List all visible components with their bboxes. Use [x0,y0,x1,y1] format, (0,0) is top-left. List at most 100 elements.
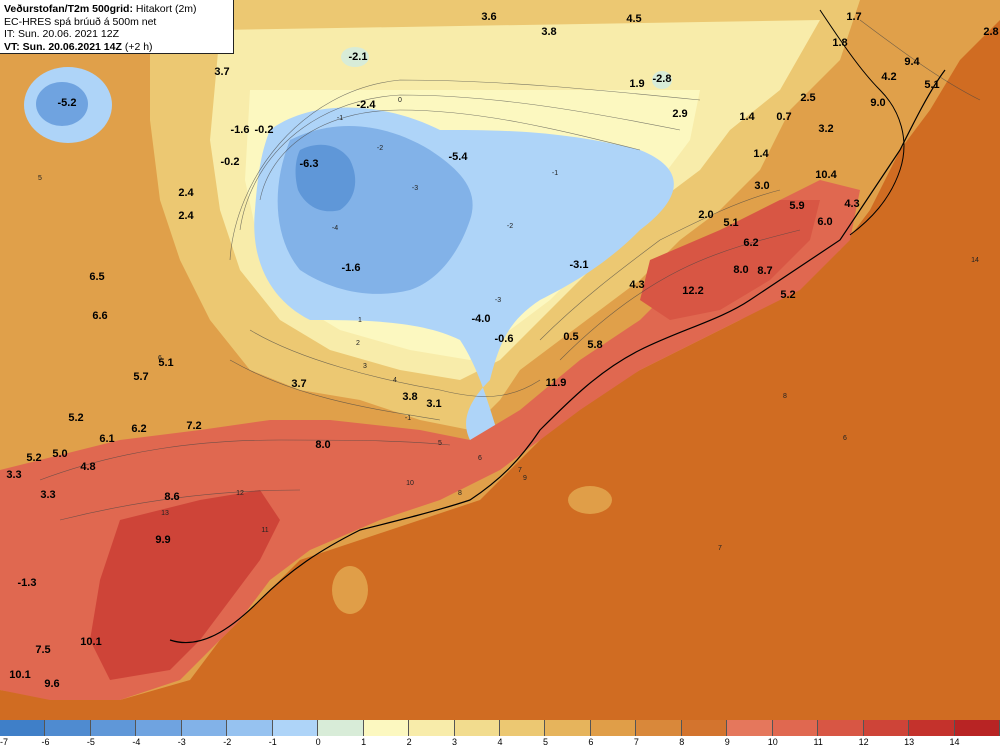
contour-label: -2 [507,223,513,230]
station-value-label: 3.8 [541,26,556,38]
colorbar-tick-label: 3 [452,737,458,747]
sea-cool-patch-2 [568,486,612,514]
station-value-label: -2.4 [357,99,377,111]
coastline [169,69,946,644]
colorbar-tick-label: 6 [588,737,594,747]
colorbar-tick-label: -1 [268,737,277,747]
title-rest: Hitakort (2m) [135,3,197,15]
station-value-label: 3.3 [40,489,55,501]
station-value-label: 1.4 [753,148,769,160]
map-canvas: -5.2 3.7 -2.1 3.6 3.8 4.5 1.7 1.8 2.8 9.4 4.2 5.1 1.… [0,0,1000,700]
station-value-label: 11.9 [546,377,567,389]
cold-spot-nw-core [36,82,88,126]
station-value-label: 10.4 [815,169,837,181]
colorbar-swatch [863,720,910,736]
colorbar-tick-label: 0 [315,737,321,747]
colorbar: -7 -6 -5 -4 -3 -2 -1 0 1 2 3 4 5 6 7 8 9 10 11 12 13 14 [0,720,1000,748]
colorbar-tick-label: 8 [679,737,685,747]
colorbar-tick-label: -4 [132,737,141,747]
it-line: IT: Sun. 20.06. 2021 12Z [4,28,119,40]
station-value-label: 8.6 [164,491,179,503]
station-value-label: 10.1 [80,636,101,648]
colorbar-tick-label: 7 [633,737,639,747]
station-value-label: 4.3 [844,198,859,210]
station-value-label: 5.2 [68,412,83,424]
contour-label: 8 [458,490,462,497]
contour-label: 3 [363,363,367,370]
station-value-label: 3.8 [402,391,417,403]
colorbar-swatch [363,720,410,736]
colorbar-swatch [590,720,637,736]
station-value-label: 2.5 [800,92,815,104]
colorbar-tick-label: 1 [361,737,367,747]
contour-label: -2 [377,145,383,152]
station-value-label: -0.6 [495,333,514,345]
contour-label: 14 [971,257,979,264]
model-line: EC-HRES spá brúuð á 500m net [4,15,157,28]
station-value-label: 9.4 [904,56,920,68]
south-hot-band [90,490,280,680]
station-value-label: -0.2 [255,124,274,136]
colorbar-tick-label: 12 [858,737,869,747]
station-value-label: -1.3 [18,577,37,589]
station-value-label: 5.1 [723,217,738,229]
station-value-label: 5.2 [26,452,41,464]
contour-label: 11 [261,527,268,534]
contour-label: -1 [552,170,558,177]
station-value-label: 8.0 [733,264,748,276]
station-value-label: 9.0 [870,97,885,109]
station-value-label: 3.6 [481,11,496,23]
value-labels: -5.2 3.7 -2.1 3.6 3.8 4.5 1.7 1.8 2.8 9.4 4.2 5.1 1.… [6,11,998,690]
cold-spot-ne [652,71,672,89]
station-value-label: 4.2 [881,71,896,83]
colorbar-swatches [0,720,1000,736]
title-bold: Veðurstofan/T2m 500grid: [4,3,133,15]
station-value-label: 7.5 [35,644,50,656]
station-value-label: 2.9 [672,108,687,120]
station-value-label: -6.3 [300,158,319,170]
station-value-label: 7.2 [186,420,201,432]
station-value-label: 1.4 [739,111,755,123]
colorbar-swatch [136,720,182,736]
colorbar-swatch [818,720,864,736]
station-value-label: 12.2 [682,285,703,297]
station-value-label: 3.3 [6,469,21,481]
contour-label: 7 [718,545,722,552]
colorbar-tick-label: 11 [813,737,823,747]
contour-label: 10 [406,480,414,487]
station-value-label: 6.5 [89,271,104,283]
station-value-label: -0.2 [221,156,240,168]
colorbar-swatch [272,720,319,736]
station-value-label: 2.4 [178,187,194,199]
colorbar-swatch [772,720,819,736]
station-value-label: 3.1 [426,398,441,410]
contour-label: 8 [783,393,787,400]
colorbar-tick-label: 2 [406,737,412,747]
station-value-label: -5.4 [449,151,469,163]
station-value-label: 5.8 [587,339,602,351]
station-value-label: 2.0 [698,209,713,221]
station-value-label: 9.9 [155,534,170,546]
title-line: Veðurstofan/T2m 500grid: Hitakort (2m) [4,3,229,16]
colorbar-tick-label: -5 [86,737,95,747]
vt-rest: (+2 h) [124,40,153,53]
contour-value-labels: -1-2-3-4 -2-101234567891011121378614-3-15… [38,97,979,552]
contour-label: 7 [518,467,522,474]
contour-label: -3 [412,185,418,192]
colorbar-ticks: -7 -6 -5 -4 -3 -2 -1 0 1 2 3 4 5 6 7 8 9 10 11 12 13 14 [0,737,1000,748]
station-value-label: 2.8 [983,26,998,38]
colorbar-tick-label: 14 [949,737,960,747]
station-value-label: 4.3 [629,279,644,291]
contour-label: 5 [38,175,42,182]
colorbar-tick-label: 13 [904,737,915,747]
glacier-dark-blue [295,144,356,212]
colorbar-swatch [0,720,46,736]
sea-cool-patch [332,566,368,614]
contour-label: 9 [523,475,527,482]
station-value-label: 6.1 [99,433,114,445]
contour-label: 5 [438,440,442,447]
colorbar-tick-label: -2 [223,737,232,747]
contour-label: -1 [337,115,343,122]
station-value-label: 1.8 [832,37,847,49]
